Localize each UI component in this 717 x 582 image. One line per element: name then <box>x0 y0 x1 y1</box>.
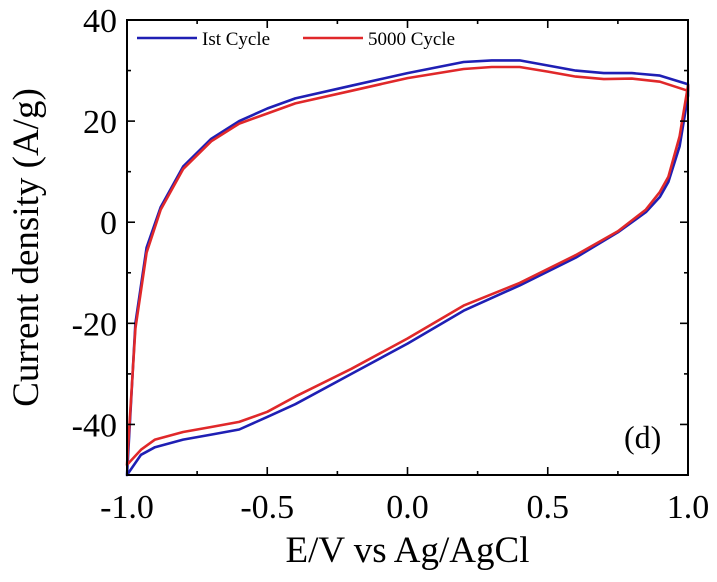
x-tick-label: -0.5 <box>240 489 294 526</box>
legend-label-5000-cycle: 5000 Cycle <box>368 29 455 50</box>
x-axis-title: E/V vs Ag/AgCl <box>286 530 530 571</box>
y-tick-label: 0 <box>100 205 117 242</box>
y-tick-label: 40 <box>83 3 117 40</box>
x-tick-label: 1.0 <box>667 489 710 526</box>
x-tick-label: -1.0 <box>100 489 154 526</box>
legend: Ist Cycle 5000 Cycle <box>137 29 455 50</box>
panel-label: (d) <box>624 419 661 455</box>
y-tick-label: -40 <box>72 407 117 444</box>
x-tick-label: 0.5 <box>527 489 570 526</box>
y-axis-title: Current density (A/g) <box>6 88 47 407</box>
y-tick-label: 20 <box>83 104 117 141</box>
y-tick-label: -20 <box>72 306 117 343</box>
series-line-5000-cycle <box>125 65 690 467</box>
ticks-layer: -1.0 -0.5 0.0 0.5 1.0 -40 -20 0 20 40 <box>72 3 710 526</box>
plot-frame <box>126 19 689 476</box>
x-tick-label: 0.0 <box>386 489 429 526</box>
series-line-ist-cycle <box>125 59 690 477</box>
legend-label-ist-cycle: Ist Cycle <box>202 29 270 50</box>
series-layer <box>125 59 690 477</box>
